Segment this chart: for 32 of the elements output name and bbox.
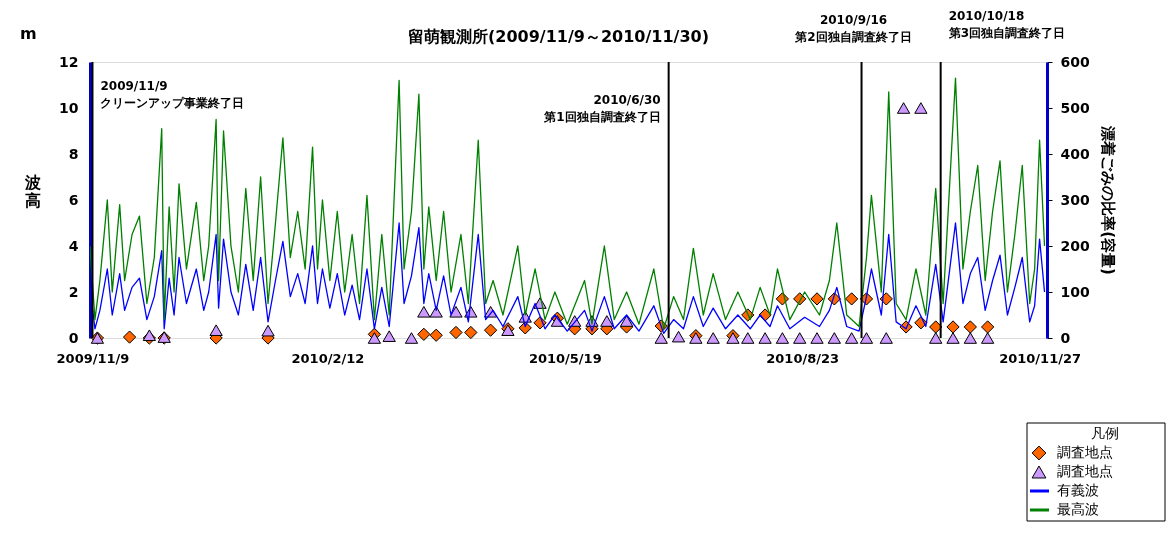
y-tick-label: 4 xyxy=(68,237,79,254)
y-tick-label: 10 xyxy=(59,99,79,116)
ref-line-label: 2010/6/30 第1回独自調査終了日 xyxy=(543,93,661,124)
text: m xyxy=(20,24,37,43)
legend-label: 調査地点 xyxy=(1057,444,1113,460)
y-tick-label: 2 xyxy=(68,283,79,300)
y2-tick-label: 400 xyxy=(1060,145,1090,162)
x-tick-label: 2009/11/9 xyxy=(56,350,130,366)
y-tick-label: 6 xyxy=(68,191,79,208)
ref-line-label: 2010/9/16 第2回独自調査終了日 xyxy=(794,13,912,44)
x-tick-label: 2010/8/23 xyxy=(766,350,840,366)
y2-tick-label: 300 xyxy=(1060,191,1090,208)
y2-tick-label: 100 xyxy=(1060,283,1090,300)
legend-label: 有義波 xyxy=(1057,482,1099,498)
ref-line-label: 2009/11/9 クリーンアップ事業終了日 xyxy=(100,79,245,110)
y2-tick-label: 500 xyxy=(1060,99,1090,116)
y2-tick-label: 0 xyxy=(1060,329,1071,346)
y-tick-label: 12 xyxy=(59,53,79,70)
y2-axis-title: 漂着ごみの比率(容量) xyxy=(1098,125,1117,275)
legend-title: 凡例 xyxy=(1091,425,1119,441)
y-tick-label: 0 xyxy=(68,329,79,346)
ref-line-label: 2010/10/18 第3回独自調査終了日 xyxy=(947,9,1066,40)
y-tick-label: 8 xyxy=(68,145,79,162)
x-tick-label: 2010/2/12 xyxy=(291,350,365,366)
x-tick-label: 2010/5/19 xyxy=(528,350,602,366)
y-axis-title: 波高 xyxy=(23,172,41,210)
y2-tick-label: 600 xyxy=(1060,53,1090,70)
chart-title: 留萌観測所(2009/11/9～2010/11/30) xyxy=(408,27,709,46)
x-tick-label: 2010/11/27 xyxy=(999,350,1082,366)
legend-label: 調査地点 xyxy=(1057,463,1113,479)
y2-tick-label: 200 xyxy=(1060,237,1090,254)
legend-label: 最高波 xyxy=(1057,501,1099,517)
